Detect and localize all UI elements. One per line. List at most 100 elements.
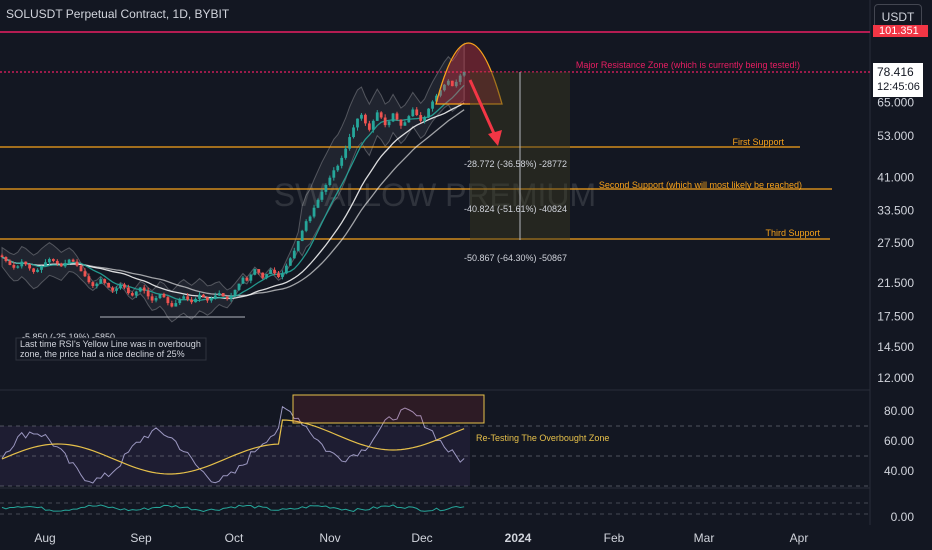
candle — [403, 122, 407, 126]
watermark: SWALLOW PREMIUM — [274, 177, 596, 213]
bar-countdown: 12:45:06 — [877, 81, 920, 93]
candle — [450, 80, 454, 87]
y-tick-label: 17.500 — [877, 309, 914, 323]
candle — [63, 262, 67, 267]
candle — [292, 250, 296, 259]
candle — [0, 255, 4, 258]
candle — [249, 274, 253, 281]
retest-label: Re-Testing The Overbought Zone — [476, 433, 609, 443]
y-tick-label: 33.500 — [877, 204, 914, 218]
candle — [237, 283, 241, 290]
overbought-box — [292, 394, 485, 424]
candle — [8, 260, 12, 265]
rsi-tick-label: 60.00 — [884, 434, 914, 448]
candle — [352, 127, 355, 138]
candle — [269, 269, 272, 275]
candle — [206, 297, 209, 301]
candle — [454, 81, 458, 87]
candle — [383, 117, 387, 126]
oscillator-line — [1, 504, 465, 512]
candle — [419, 115, 423, 121]
candle — [134, 291, 138, 296]
candle — [328, 177, 332, 186]
candle — [316, 199, 320, 208]
resistance-arc — [435, 42, 503, 105]
candle — [320, 191, 324, 200]
candle — [142, 287, 146, 291]
candle — [356, 118, 359, 128]
candle — [79, 265, 83, 272]
candle — [51, 258, 55, 261]
candle — [462, 72, 466, 76]
candle — [48, 258, 51, 263]
candle — [36, 269, 39, 272]
candle — [273, 269, 276, 274]
candle — [95, 283, 99, 286]
candle — [16, 266, 20, 268]
note-text: Last time RSI's Yellow Line was in overb… — [20, 339, 201, 349]
candle — [91, 282, 95, 286]
candle — [423, 116, 427, 121]
rsi-ma-line — [1, 419, 465, 475]
current-price-tag: 78.416 12:45:06 — [873, 63, 923, 97]
candle — [367, 123, 371, 130]
x-tick-label: 2024 — [505, 531, 532, 545]
candle — [107, 282, 111, 288]
rsi-tick-label: 80.00 — [884, 404, 914, 418]
candle — [435, 95, 438, 102]
candle — [24, 261, 28, 265]
candle — [150, 296, 154, 301]
candle — [213, 295, 217, 299]
candle — [119, 284, 122, 289]
x-tick-label: Oct — [225, 531, 244, 545]
candle — [431, 101, 434, 109]
y-tick-label: 14.500 — [877, 340, 914, 354]
candle — [360, 114, 363, 119]
measurement-label: -40.824 (-51.61%) -40824 — [464, 204, 567, 214]
candle — [217, 293, 221, 296]
candle — [83, 271, 87, 277]
candle — [221, 293, 225, 297]
resistance-price-tag: 101.351 — [873, 25, 928, 37]
candle — [427, 108, 430, 117]
candle — [209, 298, 213, 301]
candle — [387, 121, 391, 126]
candle — [407, 116, 411, 123]
candle — [28, 264, 32, 269]
candle — [277, 273, 280, 277]
x-tick-label: Aug — [34, 531, 55, 545]
candle — [241, 277, 245, 284]
candle — [443, 84, 446, 91]
note-box — [15, 337, 207, 361]
candle — [257, 269, 261, 273]
candle — [20, 261, 24, 267]
decline-arrow — [468, 79, 498, 139]
candle — [146, 290, 150, 297]
candle — [391, 113, 395, 122]
candle — [439, 90, 442, 96]
candle — [178, 298, 182, 304]
candle — [59, 263, 63, 267]
chart-title: SOLUSDT Perpetual Contract, 1D, BYBIT — [6, 7, 230, 21]
candle — [154, 298, 158, 301]
candle — [379, 112, 383, 118]
rsi-line — [1, 405, 465, 484]
bollinger-bands — [1, 42, 465, 323]
candle — [12, 264, 16, 268]
candle — [103, 279, 107, 283]
candle — [288, 258, 292, 266]
candle — [285, 265, 288, 274]
candle — [344, 148, 348, 158]
y-tick-label: 53.000 — [877, 129, 914, 143]
candle — [186, 296, 190, 300]
candle — [130, 293, 134, 296]
x-tick-label: Apr — [790, 531, 809, 545]
candle — [44, 262, 47, 266]
candle — [115, 288, 118, 291]
candle — [32, 268, 35, 272]
y-tick-label: 41.000 — [877, 171, 914, 185]
candle — [458, 75, 462, 82]
x-tick-label: Dec — [411, 531, 432, 545]
measurement-label: -28.772 (-36.58%) -28772 — [464, 159, 567, 169]
